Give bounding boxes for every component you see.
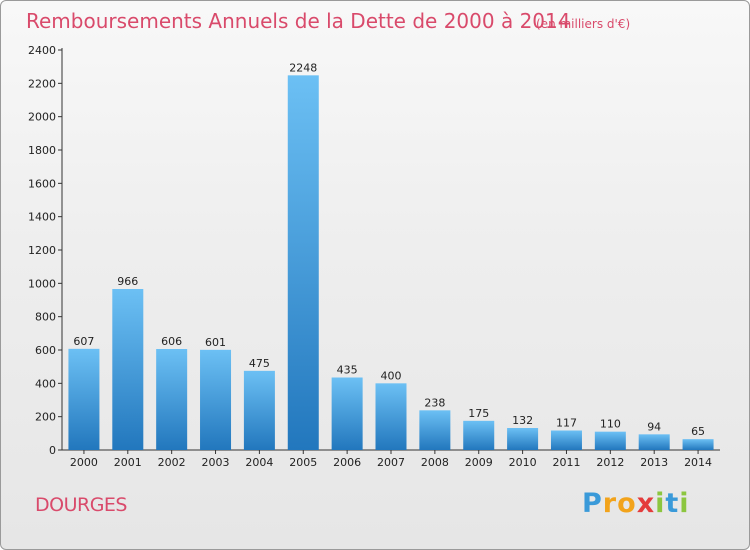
logo-letter: t <box>665 488 680 519</box>
bar-value-label: 607 <box>73 335 94 348</box>
bar-value-label: 400 <box>381 369 402 382</box>
bar <box>682 439 714 450</box>
y-tick-label: 400 <box>35 377 56 390</box>
bar <box>507 428 539 450</box>
bar <box>200 349 232 450</box>
y-tick-label: 1400 <box>28 211 56 224</box>
bar <box>331 377 363 450</box>
logo-letter: P <box>582 488 603 519</box>
x-tick-label: 2009 <box>465 456 493 469</box>
bar-value-label: 966 <box>117 275 138 288</box>
bars-group: 607 966 606 601 475 2248 435 400 238 175 132 117 110… <box>68 61 714 450</box>
x-tick-label: 2000 <box>70 456 98 469</box>
bar <box>287 75 319 450</box>
y-tick-label: 1800 <box>28 144 56 157</box>
bar-value-label: 117 <box>556 417 577 430</box>
y-tick-label: 2200 <box>28 77 56 90</box>
bar-value-label: 475 <box>249 357 270 370</box>
bar-value-label: 94 <box>647 420 661 433</box>
bar-value-label: 435 <box>337 364 358 377</box>
bar <box>594 431 626 450</box>
bar-value-label: 238 <box>424 396 445 409</box>
chart-unit: (en milliers d'€) <box>536 17 630 31</box>
bar <box>463 420 495 450</box>
y-axis: 0 200 400 600 800 1000 1200 1400 1600 1800 2000 220… <box>28 44 63 457</box>
bar-value-label: 606 <box>161 335 182 348</box>
x-tick-label: 2008 <box>421 456 449 469</box>
bar <box>68 348 100 450</box>
logo-letter: i <box>679 488 690 519</box>
x-tick-label: 2011 <box>552 456 580 469</box>
y-tick-label: 200 <box>35 411 56 424</box>
bar-value-label: 65 <box>691 425 705 438</box>
y-tick-label: 2000 <box>28 111 56 124</box>
y-tick-label: 0 <box>49 444 56 457</box>
y-tick-label: 1600 <box>28 177 56 190</box>
bar <box>638 434 670 450</box>
y-tick-label: 1000 <box>28 277 56 290</box>
bar <box>156 349 188 450</box>
proxiti-logo: Proxiti <box>582 488 690 519</box>
bar <box>550 430 582 450</box>
chart-title: Remboursements Annuels de la Dette de 20… <box>26 9 570 33</box>
y-tick-label: 800 <box>35 311 56 324</box>
y-tick-label: 1200 <box>28 244 56 257</box>
logo-letter: o <box>617 488 637 519</box>
y-tick-label: 600 <box>35 344 56 357</box>
y-tick-label: 2400 <box>28 44 56 57</box>
bar <box>112 289 144 450</box>
x-tick-label: 2005 <box>289 456 317 469</box>
x-tick-label: 2002 <box>158 456 186 469</box>
logo-letter: i <box>655 488 666 519</box>
x-tick-label: 2003 <box>202 456 230 469</box>
bar-value-label: 110 <box>600 418 621 431</box>
x-tick-label: 2006 <box>333 456 361 469</box>
bar-value-label: 132 <box>512 414 533 427</box>
logo-letter: x <box>636 488 656 519</box>
logo-letter: r <box>602 488 618 519</box>
x-tick-label: 2001 <box>114 456 142 469</box>
commune-name: DOURGES <box>35 494 127 516</box>
bar-value-label: 2248 <box>289 61 317 74</box>
x-tick-label: 2007 <box>377 456 405 469</box>
bar <box>419 410 451 450</box>
bar-value-label: 175 <box>468 407 489 420</box>
bar-value-label: 601 <box>205 336 226 349</box>
x-tick-label: 2013 <box>640 456 668 469</box>
x-axis: 2000 2001 2002 2003 2004 2005 2006 2007 2008 2009… <box>62 449 720 469</box>
x-tick-label: 2010 <box>509 456 537 469</box>
x-tick-label: 2012 <box>596 456 624 469</box>
x-tick-label: 2014 <box>684 456 712 469</box>
bar <box>243 370 275 450</box>
x-tick-label: 2004 <box>245 456 273 469</box>
bar <box>375 383 407 450</box>
